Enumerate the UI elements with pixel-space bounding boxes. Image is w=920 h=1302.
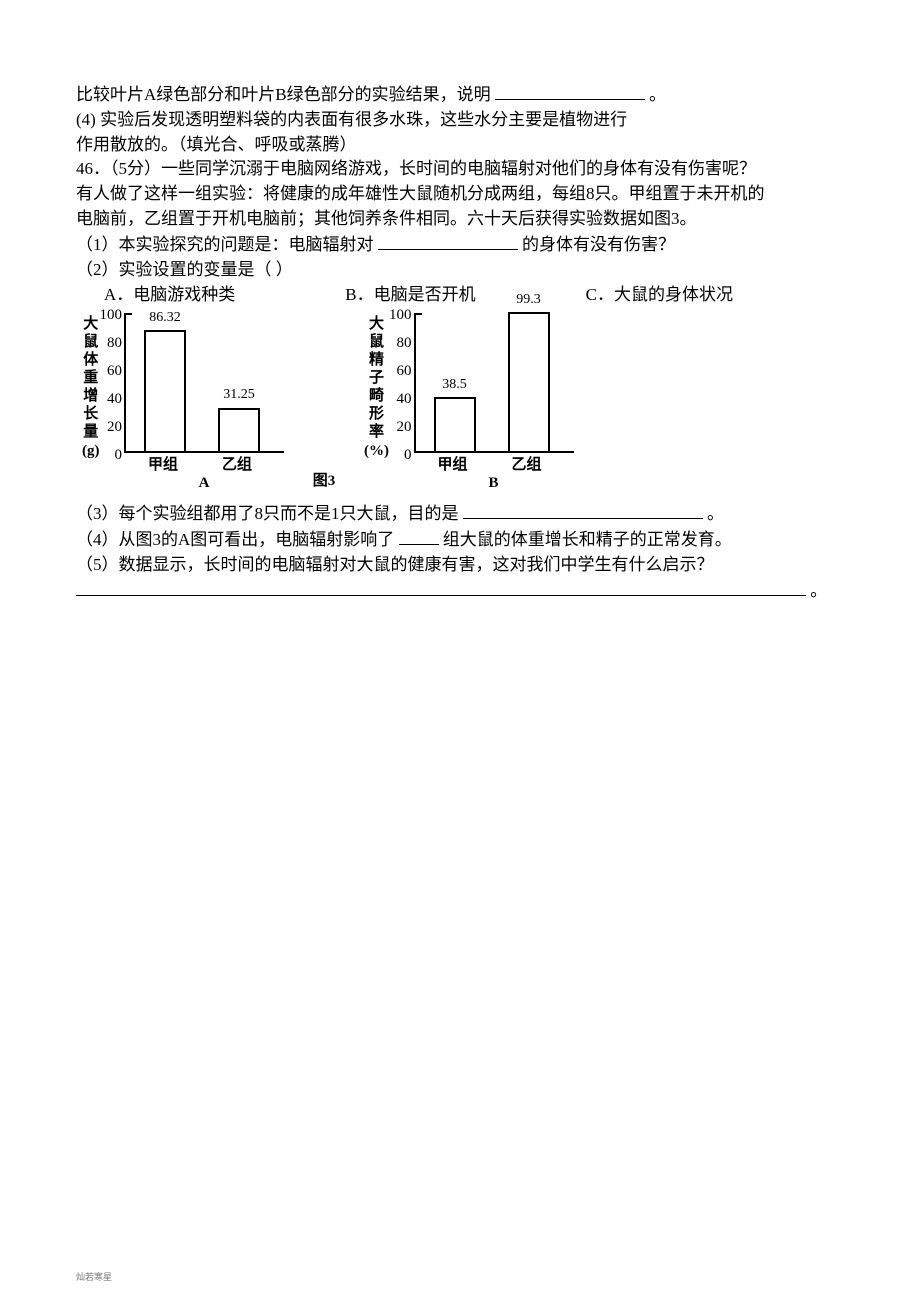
ytick: 80 <box>389 337 412 365</box>
ytick: 60 <box>100 365 123 393</box>
chart-a-toptick <box>124 313 132 315</box>
bar-value-label: 99.3 <box>516 290 541 310</box>
chart-a-axis: 100806040200 86.3231.25 甲组乙组 A <box>100 313 285 495</box>
chart-b-ylabel-col: 大鼠精子畸形率 (%) <box>364 313 389 463</box>
chart-b: 大鼠精子畸形率 (%) 100806040200 38.599.3 甲组乙组 B <box>364 313 574 495</box>
q5-end: 。 <box>810 581 827 600</box>
line-46-1: 46．（5分）一些同学沉溺于电脑网络游戏，长时间的电脑辐射对他们的身体有没有伤害… <box>76 157 844 182</box>
chart-b-toptick <box>414 313 422 315</box>
q1-b: 的身体有没有伤害？ <box>522 235 675 254</box>
chart-a-inner: 100806040200 86.3231.25 甲组乙组 A <box>100 313 285 495</box>
ytick: 0 <box>100 449 123 461</box>
compare-text: 比较叶片A绿色部分和叶片B绿色部分的实验结果，说明 <box>76 85 491 104</box>
q4-a: （4）从图3的A图可看出，电脑辐射影响了 <box>76 530 394 549</box>
bar <box>434 397 476 451</box>
exam-page: 比较叶片A绿色部分和叶片B绿色部分的实验结果，说明 。 (4) 实验后发现透明塑… <box>0 0 920 1302</box>
chart-a-ylabel: 大鼠体重增长量 <box>83 315 99 441</box>
ytick: 100 <box>389 309 412 337</box>
chart-a-ticks: 100806040200 <box>100 313 125 465</box>
chart-b-ylabel: 大鼠精子畸形率 <box>369 315 385 441</box>
chart-b-plot: 38.599.3 <box>414 313 574 453</box>
x-category: 乙组 <box>512 455 542 477</box>
q5-line: （5）数据显示，长时间的电脑辐射对大鼠的健康有害，这对我们中学生有什么启示？ <box>76 553 844 578</box>
blank-q1[interactable] <box>378 232 518 250</box>
option-c[interactable]: C．大鼠的身体状况 <box>586 283 733 308</box>
line-q4-water2: 作用散放的。（填光合、呼吸或蒸腾） <box>76 133 844 158</box>
ytick: 20 <box>389 421 412 449</box>
chart-a-plot: 86.3231.25 <box>124 313 284 453</box>
option-b[interactable]: B．电脑是否开机 <box>345 283 475 308</box>
figure-label-wrap: 图3 <box>284 469 364 495</box>
chart-a-xcats: 甲组乙组 <box>124 453 284 473</box>
compare-end: 。 <box>649 85 666 104</box>
chart-b-inner: 100806040200 38.599.3 甲组乙组 B <box>389 313 574 495</box>
chart-b-axis: 100806040200 38.599.3 甲组乙组 B <box>389 313 574 495</box>
line-46-2: 有人做了这样一组实验：将健康的成年雄性大鼠随机分成两组，每组8只。甲组置于未开机… <box>76 182 844 207</box>
bar-value-label: 31.25 <box>223 385 255 405</box>
chart-b-yunit: (%) <box>364 441 389 463</box>
ytick: 40 <box>389 393 412 421</box>
q2-line: （2）实验设置的变量是（ ） <box>76 258 844 283</box>
footer-watermark: 灿若寒星 <box>76 1271 112 1284</box>
bar-value-label: 86.32 <box>149 308 181 328</box>
q3-a: （3）每个实验组都用了8只而不是1只大鼠，目的是 <box>76 504 459 523</box>
x-category: 甲组 <box>148 455 178 477</box>
chart-a-ylabel-col: 大鼠体重增长量 (g) <box>82 313 100 463</box>
line-46-3: 电脑前，乙组置于开机电脑前；其他饲养条件相同。六十天后获得实验数据如图3。 <box>76 207 844 232</box>
bar <box>508 312 550 451</box>
ytick: 0 <box>389 449 412 461</box>
q4-b: 组大鼠的体重增长和精子的正常发育。 <box>443 530 732 549</box>
bar-value-label: 38.5 <box>442 375 467 395</box>
blank-q4[interactable] <box>399 527 439 545</box>
q4-line: （4）从图3的A图可看出，电脑辐射影响了 组大鼠的体重增长和精子的正常发育。 <box>76 527 844 553</box>
x-category: 甲组 <box>438 455 468 477</box>
q2-options: A．电脑游戏种类 B．电脑是否开机 C．大鼠的身体状况 <box>76 283 844 308</box>
line-compare: 比较叶片A绿色部分和叶片B绿色部分的实验结果，说明 。 <box>76 82 844 108</box>
ytick: 80 <box>100 337 123 365</box>
blank-compare[interactable] <box>495 82 645 100</box>
x-category: 乙组 <box>222 455 252 477</box>
q1-line: （1）本实验探究的问题是：电脑辐射对 的身体有没有伤害？ <box>76 232 844 258</box>
ytick: 60 <box>389 365 412 393</box>
blank-q3[interactable] <box>463 501 703 519</box>
bar <box>218 408 260 452</box>
q3-b: 。 <box>707 504 724 523</box>
line-q4-water1: (4) 实验后发现透明塑料袋的内表面有很多水珠，这些水分主要是植物进行 <box>76 108 844 133</box>
ytick: 40 <box>100 393 123 421</box>
ytick: 20 <box>100 421 123 449</box>
chart-a-yunit: (g) <box>82 441 100 463</box>
chart-b-ticks: 100806040200 <box>389 313 414 465</box>
blank-q5[interactable] <box>76 578 806 596</box>
figure-3: 大鼠体重增长量 (g) 100806040200 86.3231.25 甲组乙组… <box>76 313 844 495</box>
q3-line: （3）每个实验组都用了8只而不是1只大鼠，目的是 。 <box>76 501 844 527</box>
ytick: 100 <box>100 309 123 337</box>
q1-a: （1）本实验探究的问题是：电脑辐射对 <box>76 235 374 254</box>
bar <box>144 330 186 451</box>
chart-b-xcats: 甲组乙组 <box>414 453 574 473</box>
chart-a: 大鼠体重增长量 (g) 100806040200 86.3231.25 甲组乙组… <box>82 313 284 495</box>
q5-blank-line: 。 <box>76 578 844 604</box>
figure-label: 图3 <box>284 471 364 493</box>
option-a[interactable]: A．电脑游戏种类 <box>104 283 235 308</box>
